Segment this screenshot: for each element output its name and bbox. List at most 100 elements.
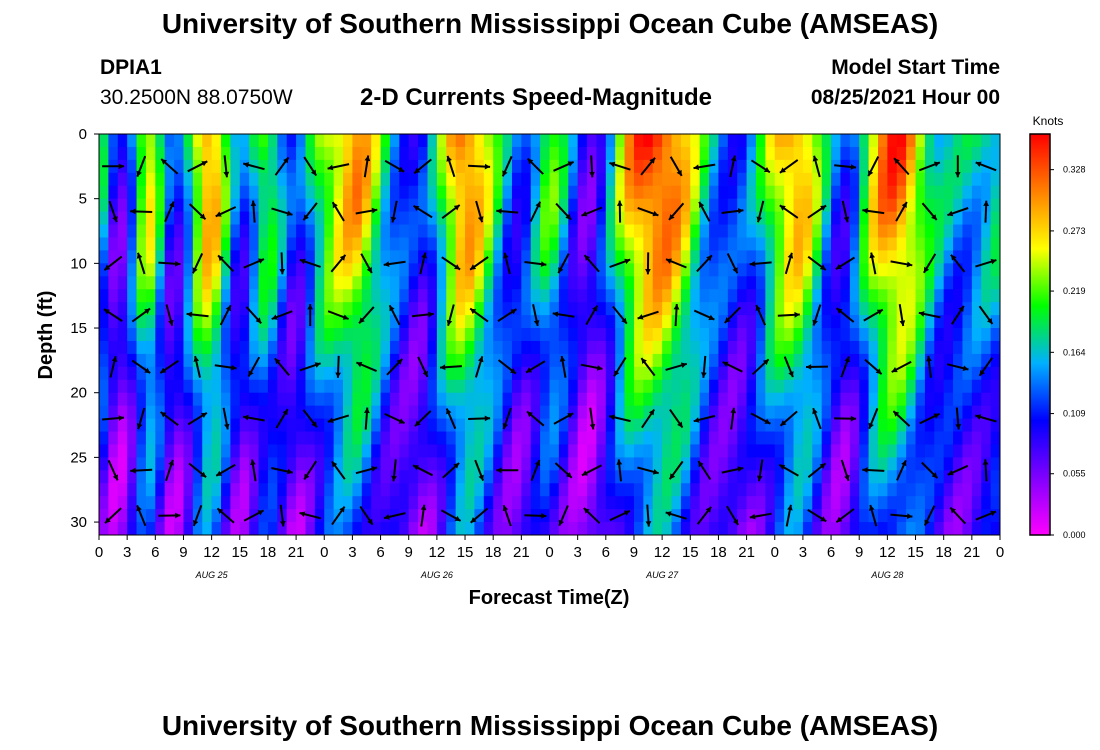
heat-cell: [127, 444, 138, 458]
heat-cell: [267, 185, 278, 200]
heat-cell: [812, 340, 823, 355]
heat-cell: [840, 418, 851, 433]
heat-cell: [624, 224, 635, 239]
heat-cell: [709, 315, 720, 329]
heat-cell: [108, 172, 119, 187]
heat-cell: [221, 483, 231, 497]
heat-cell: [164, 496, 175, 510]
vector-head: [933, 161, 940, 167]
heat-cell: [709, 146, 720, 161]
heat-cell: [286, 185, 297, 200]
heat-cell: [699, 522, 710, 535]
heat-cell: [671, 172, 682, 187]
heat-cell: [343, 522, 354, 535]
heat-cell: [624, 470, 635, 484]
heat-cell: [183, 431, 194, 446]
current-vector: [302, 202, 318, 221]
heat-cell: [849, 328, 860, 342]
heat-cell: [511, 509, 522, 523]
heat-cell: [981, 185, 992, 200]
heat-cell: [436, 328, 447, 342]
heat-cell: [267, 379, 278, 394]
heat-cell: [183, 302, 194, 316]
heat-cell: [868, 198, 879, 213]
heat-cell: [436, 302, 447, 316]
heat-cell: [962, 302, 973, 316]
heat-cell: [427, 405, 438, 420]
heat-cell: [117, 263, 128, 277]
heat-cell: [868, 418, 879, 433]
heat-cell: [230, 366, 241, 381]
heat-cell: [577, 431, 588, 446]
vector-head: [788, 371, 794, 377]
heat-cell: [267, 198, 278, 213]
current-vector: [954, 155, 961, 178]
heat-cell: [793, 483, 804, 497]
heat-cell: [727, 185, 738, 200]
heat-cell: [718, 134, 729, 148]
heat-cell: [446, 405, 457, 420]
heat-cell: [296, 237, 307, 252]
heat-cell: [793, 522, 804, 535]
heat-cell: [540, 379, 551, 394]
heat-cell: [812, 134, 823, 148]
heat-cell: [418, 470, 429, 484]
heat-cell: [577, 522, 588, 535]
current-vector: [474, 459, 485, 481]
heat-cell: [174, 146, 185, 161]
heat-cell: [155, 366, 166, 381]
heat-cell: [887, 172, 898, 187]
heat-cell: [174, 405, 185, 420]
heat-cell: [877, 276, 888, 290]
heat-cell: [333, 340, 344, 355]
heat-cell: [943, 353, 954, 368]
heat-cell: [446, 496, 457, 510]
heat-cell: [221, 315, 231, 329]
heat-cell: [117, 224, 128, 239]
heat-cell: [296, 509, 307, 523]
vector-head: [1019, 469, 1025, 474]
heat-cell: [596, 276, 607, 290]
current-vector: [585, 305, 599, 326]
heat-cell: [530, 496, 541, 510]
heat-cell: [727, 211, 738, 226]
heat-cell: [680, 353, 691, 368]
heat-cell: [699, 483, 710, 497]
heat-cell: [924, 418, 935, 433]
heat-cell: [502, 483, 513, 497]
heat-cell: [615, 483, 626, 497]
heat-cell: [953, 237, 964, 252]
heat-cell: [906, 470, 917, 484]
heat-cell: [737, 146, 748, 161]
heat-cell: [108, 418, 119, 433]
heat-cell: [258, 302, 269, 316]
heat-cell: [286, 211, 297, 226]
heat-cell: [436, 509, 447, 523]
heat-cell: [690, 340, 701, 355]
heat-cell: [990, 340, 1000, 355]
current-vector: [160, 158, 179, 175]
heat-cell: [765, 379, 776, 394]
heat-cell: [446, 276, 457, 290]
heat-cell: [605, 444, 616, 458]
heat-cell: [671, 328, 682, 342]
x-tick-label: 3: [348, 544, 356, 561]
heat-cell: [127, 211, 138, 226]
heat-cell: [615, 340, 626, 355]
heat-cell: [755, 263, 766, 277]
heat-cell: [915, 496, 926, 510]
heat-cell: [446, 483, 457, 497]
heat-cell: [953, 315, 964, 329]
current-vector: [812, 155, 821, 178]
heat-cell: [258, 392, 269, 407]
heat-cell: [540, 185, 551, 200]
heat-cell: [746, 237, 757, 252]
heat-cell: [906, 237, 917, 252]
vector-head: [526, 367, 532, 373]
heat-cell: [446, 340, 457, 355]
heat-cell: [333, 483, 344, 497]
heat-cell: [108, 146, 119, 161]
heat-cell: [549, 340, 560, 355]
heat-cell: [615, 134, 626, 148]
heat-cell: [727, 392, 738, 407]
